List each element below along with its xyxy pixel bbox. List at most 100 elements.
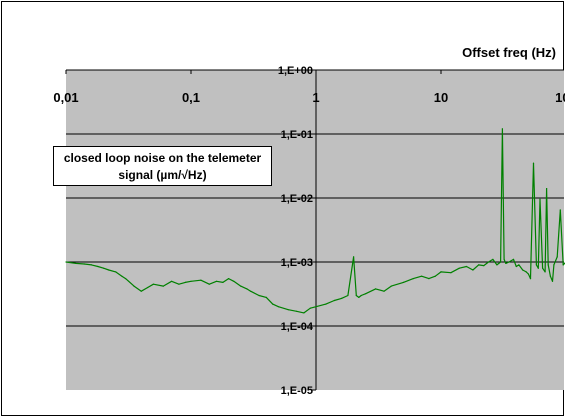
data-point — [277, 306, 279, 308]
data-point — [296, 310, 298, 312]
data-point — [515, 265, 517, 268]
data-point — [503, 258, 505, 260]
data-point — [184, 281, 186, 283]
data-point — [303, 312, 305, 314]
data-point — [347, 294, 349, 297]
data-point — [492, 258, 494, 260]
data-point — [240, 285, 242, 287]
data-point — [147, 286, 149, 289]
data-point — [527, 273, 530, 275]
data-point — [428, 278, 430, 280]
data-point — [140, 290, 142, 292]
data-point — [434, 275, 436, 277]
data-point — [133, 285, 135, 287]
data-point — [340, 297, 343, 299]
data-point — [190, 280, 192, 282]
data-point — [496, 264, 498, 266]
data-point — [518, 264, 520, 266]
data-point — [233, 280, 235, 282]
data-point — [258, 294, 260, 297]
data-point — [562, 264, 564, 266]
data-point — [358, 296, 360, 298]
data-point — [383, 290, 385, 292]
data-point — [215, 280, 218, 282]
y-tick-label: 1,E+00 — [278, 65, 313, 77]
data-point — [178, 283, 180, 285]
data-point — [200, 279, 202, 281]
x-axis-title: Offset freq (Hz) — [462, 45, 556, 60]
data-point — [365, 293, 367, 295]
data-point — [125, 278, 127, 280]
data-point — [535, 264, 538, 266]
data-point — [90, 264, 93, 266]
x-tick-label: 1 — [312, 90, 319, 105]
data-point — [375, 288, 377, 290]
data-point — [333, 299, 335, 302]
data-point — [549, 275, 552, 277]
data-point — [108, 269, 110, 271]
data-point — [537, 267, 539, 269]
data-point — [487, 261, 490, 263]
data-point — [556, 256, 558, 258]
data-point — [272, 303, 274, 305]
data-point — [97, 265, 99, 268]
data-point — [246, 288, 248, 290]
data-point — [421, 275, 423, 277]
data-point — [483, 265, 485, 267]
data-point — [115, 271, 117, 273]
data-point — [390, 285, 392, 287]
y-tick-labels: 1,E+00 1,E-01 1,E-02 1,E-03 1,E-04 1,E-05 — [278, 65, 314, 397]
data-point — [551, 280, 554, 282]
plot-area — [66, 70, 564, 390]
data-point — [360, 294, 362, 297]
data-point — [353, 256, 355, 258]
data-point — [315, 306, 317, 308]
data-point — [83, 263, 85, 265]
x-tick-label: 100 — [555, 90, 565, 105]
x-tick-labels: 0,01 0,1 1 10 100 — [53, 90, 565, 105]
y-tick-label: 1,E-05 — [281, 385, 313, 397]
data-point — [512, 258, 515, 260]
data-point — [65, 261, 67, 263]
data-point — [265, 296, 267, 298]
series-layer — [65, 128, 565, 314]
data-point — [412, 278, 414, 280]
y-tick-label: 1,E-04 — [281, 321, 314, 333]
data-point — [228, 278, 230, 280]
data-point — [250, 290, 252, 292]
data-point — [440, 271, 442, 273]
data-point — [287, 309, 289, 311]
data-point — [559, 209, 561, 211]
data-point — [547, 264, 549, 266]
data-point — [450, 272, 452, 274]
data-point — [355, 294, 357, 297]
data-point — [529, 278, 532, 280]
data-point — [465, 265, 468, 268]
data-point — [222, 281, 224, 283]
data-point — [162, 285, 164, 287]
data-point — [325, 303, 327, 305]
data-point — [500, 261, 502, 263]
data-point — [522, 269, 524, 271]
data-point — [309, 307, 311, 309]
data-point — [171, 280, 173, 282]
data-point — [505, 262, 507, 264]
data-point — [553, 264, 555, 266]
y-tick-label: 1,E-01 — [281, 129, 313, 141]
data-point — [458, 267, 460, 269]
data-point — [75, 262, 77, 264]
y-tick-label: 1,E-03 — [281, 257, 313, 269]
data-point — [508, 261, 510, 263]
data-point — [542, 267, 544, 269]
y-tick-marks — [312, 69, 316, 391]
data-point — [544, 271, 546, 273]
x-tick-marks — [65, 70, 442, 74]
data-point — [152, 283, 154, 285]
data-point — [546, 188, 548, 190]
x-tick-label: 10 — [434, 90, 448, 105]
x-tick-label: 0,01 — [53, 90, 78, 105]
data-point — [472, 269, 474, 271]
data-point — [539, 198, 541, 200]
data-point — [478, 264, 480, 266]
